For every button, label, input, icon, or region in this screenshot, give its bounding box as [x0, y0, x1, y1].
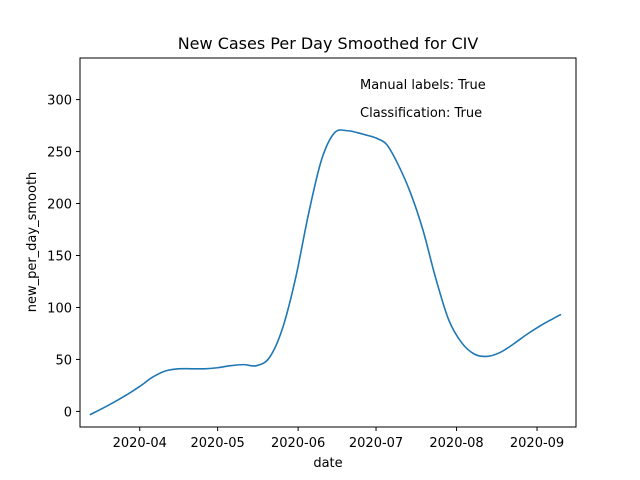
y-axis: 0 50 100 150 200 250 300: [47, 94, 80, 420]
series-line: [89, 129, 562, 416]
x-axis-label: date: [313, 456, 342, 471]
x-tick-label: 2020-05: [190, 436, 244, 451]
y-tick-label: 250: [47, 146, 72, 161]
plot-area-frame: [79, 57, 577, 428]
y-tick-label: 0: [64, 405, 72, 420]
x-axis: 2020-04 2020-05 2020-06 2020-07 2020-08 2020-…: [113, 427, 564, 451]
y-tick-label: 300: [47, 94, 72, 109]
y-tick-label: 50: [55, 353, 72, 368]
x-tick-label: 2020-08: [429, 436, 483, 451]
annotation-manual-labels: Manual labels: True: [360, 78, 486, 93]
y-axis-label: new_per_day_smooth: [25, 172, 40, 313]
x-tick-label: 2020-06: [271, 436, 325, 451]
x-tick-label: 2020-09: [510, 436, 564, 451]
y-tick-label: 150: [47, 249, 72, 264]
y-tick-label: 100: [47, 301, 72, 316]
chart-title: New Cases Per Day Smoothed for CIV: [178, 34, 479, 53]
annotation-classification: Classification: True: [360, 106, 482, 121]
x-tick-label: 2020-04: [113, 436, 167, 451]
x-tick-label: 2020-07: [349, 436, 403, 451]
y-tick-label: 200: [47, 198, 72, 213]
